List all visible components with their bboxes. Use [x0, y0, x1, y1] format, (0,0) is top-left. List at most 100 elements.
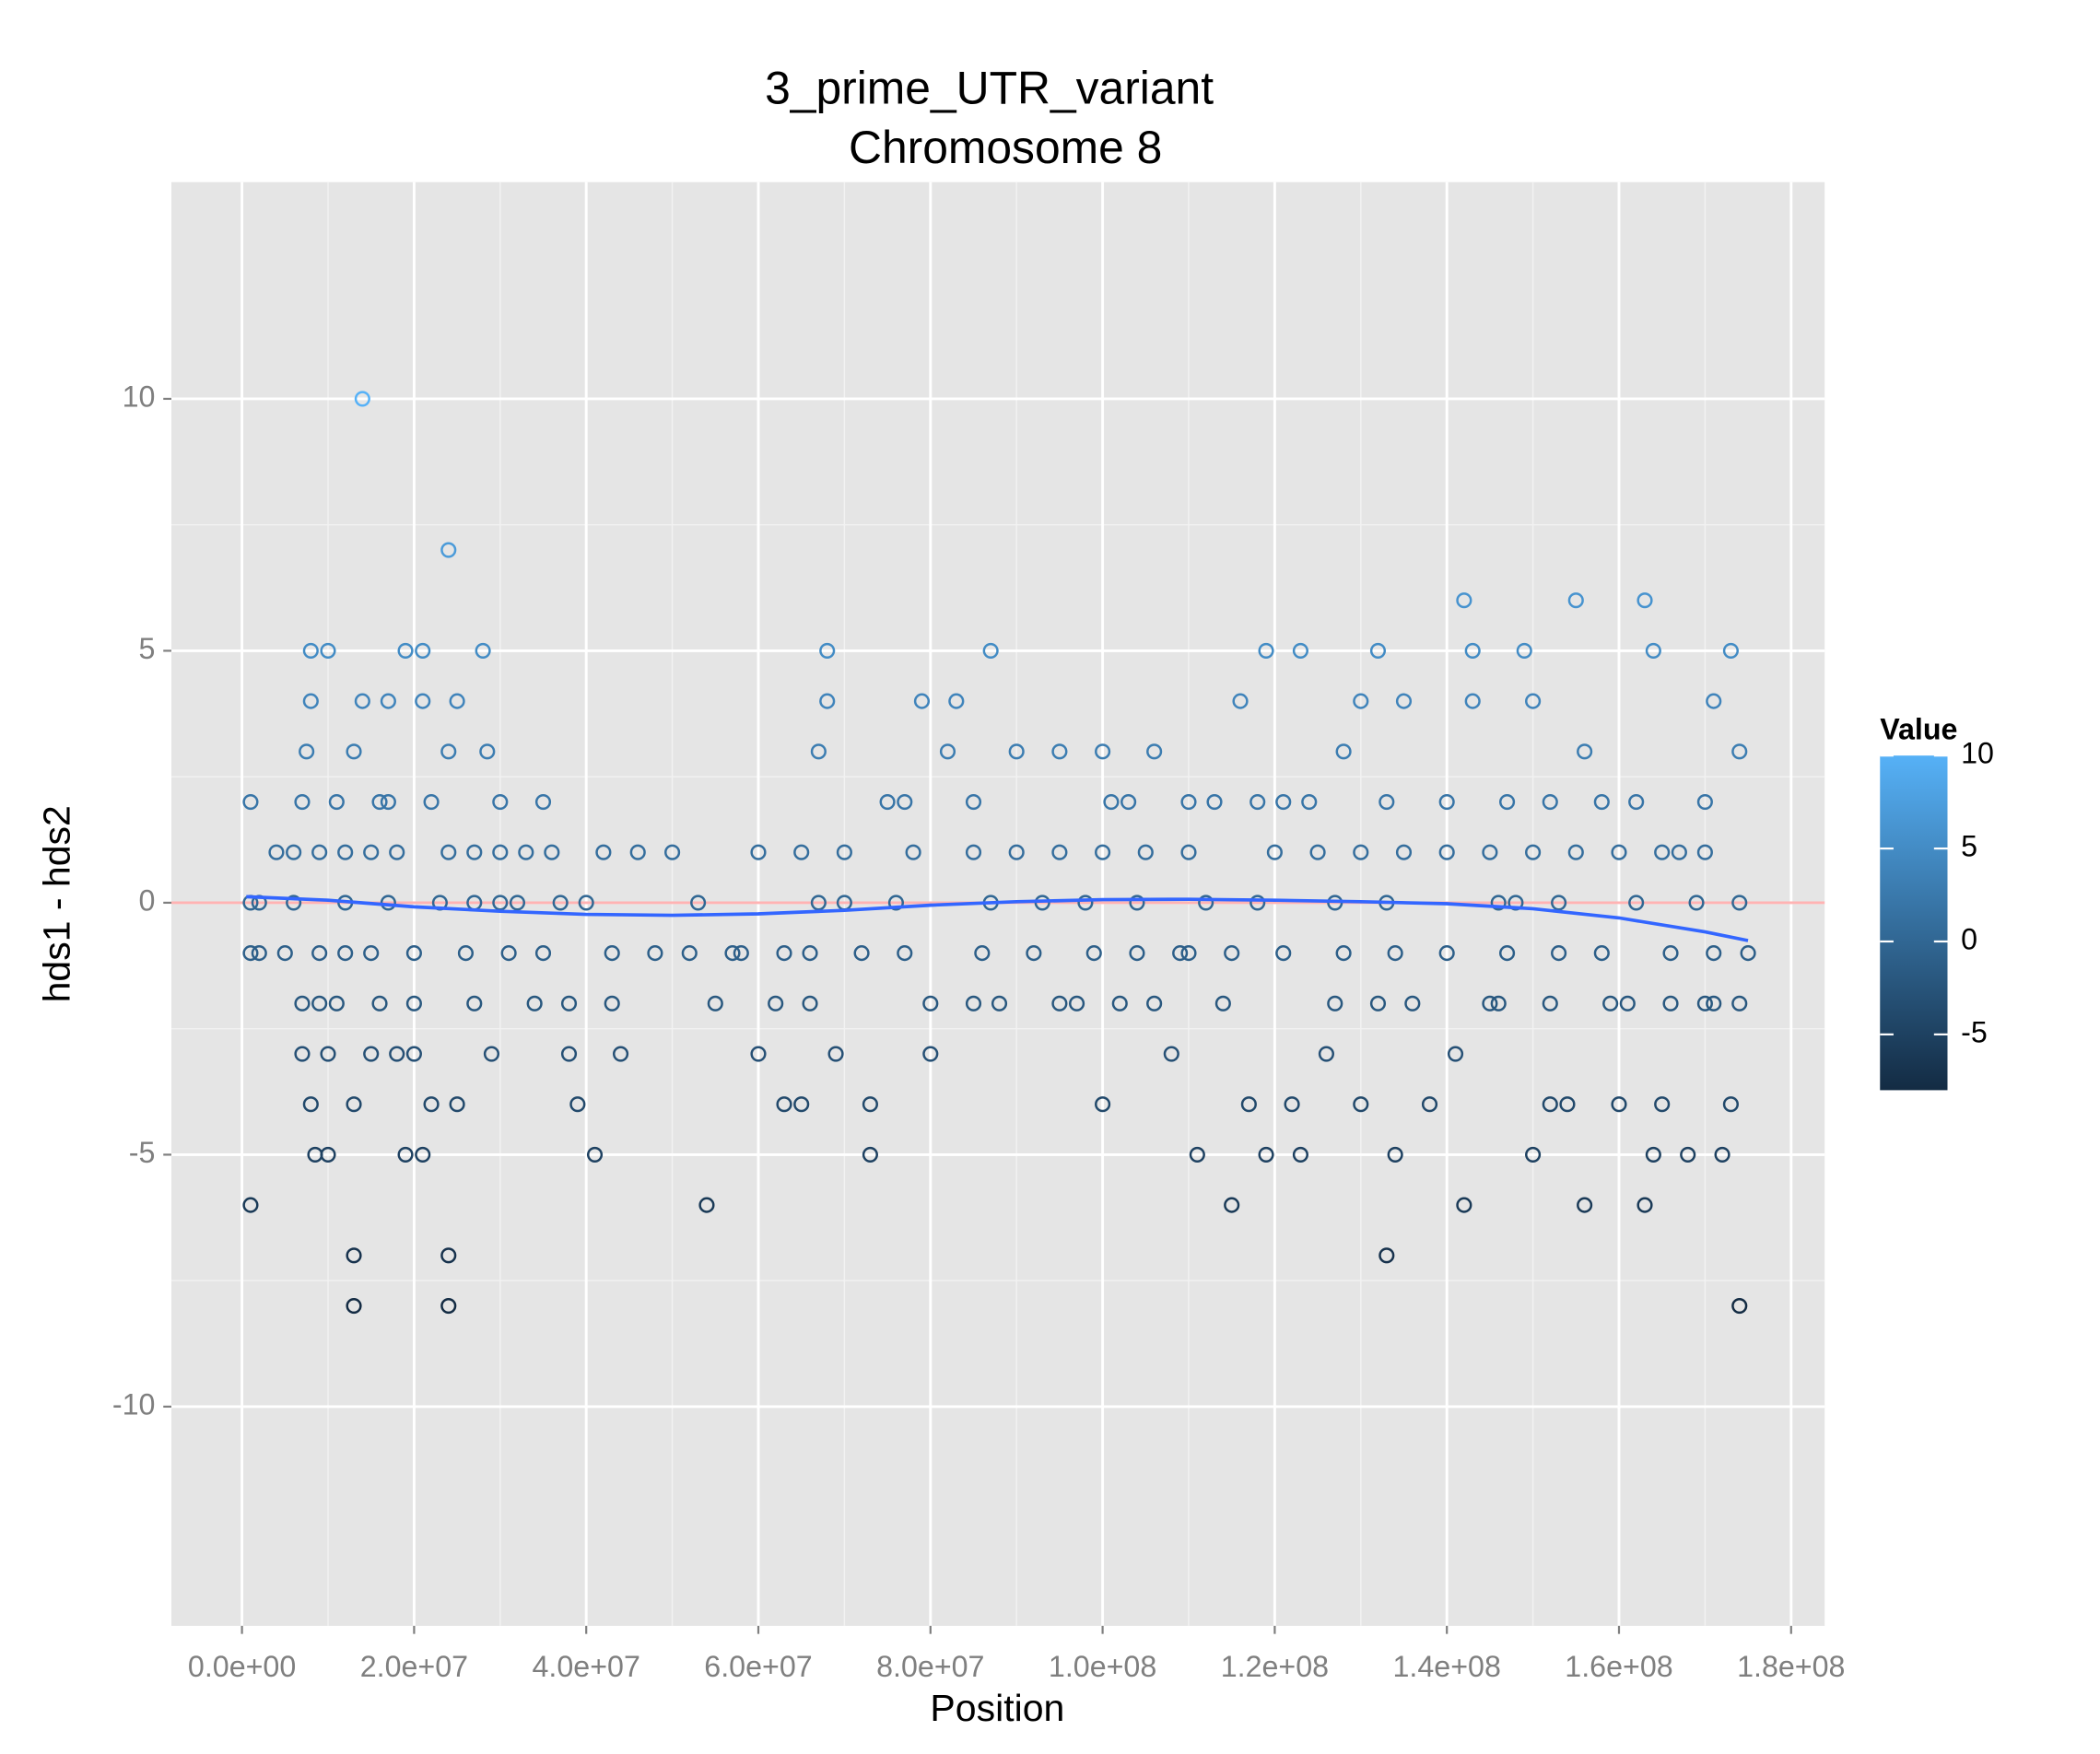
x-tick-label: 1.8e+08 [1737, 1650, 1845, 1683]
point [1602, 995, 1619, 1011]
point [690, 895, 707, 911]
point [1051, 743, 1068, 760]
point [328, 793, 345, 811]
point [1353, 844, 1369, 860]
point [1438, 945, 1455, 962]
point [380, 793, 396, 811]
point [1516, 642, 1532, 659]
point [1525, 844, 1542, 860]
point [1404, 995, 1421, 1011]
chart-subtitle: Chromosome 8 [849, 122, 1162, 173]
point [819, 693, 836, 709]
point [1232, 693, 1249, 709]
point [1103, 793, 1120, 811]
point [552, 895, 569, 911]
point [1249, 895, 1266, 911]
point [1611, 844, 1627, 860]
point [793, 1096, 810, 1113]
point [1567, 592, 1584, 609]
point [1095, 743, 1111, 760]
point [578, 895, 594, 911]
point [346, 1247, 362, 1264]
point [1008, 844, 1025, 860]
point [1731, 743, 1748, 760]
point [466, 844, 483, 860]
point [294, 793, 311, 811]
point [1387, 1146, 1403, 1163]
point [320, 642, 336, 659]
point [311, 945, 328, 962]
point [337, 945, 354, 962]
point [526, 995, 543, 1011]
point [1722, 642, 1739, 659]
point [1740, 945, 1756, 962]
legend-tick-label: 0 [1961, 922, 1977, 955]
point [1198, 895, 1214, 911]
point [1525, 693, 1542, 709]
point [1146, 995, 1163, 1011]
point [415, 1146, 431, 1163]
point [440, 743, 457, 760]
point [948, 693, 965, 709]
point [1369, 642, 1387, 659]
point [534, 793, 552, 811]
point [346, 743, 362, 760]
point [879, 793, 896, 811]
x-tick-label: 1.4e+08 [1393, 1650, 1501, 1683]
point [1619, 995, 1636, 1011]
point [810, 743, 827, 760]
legend-tick-label: 5 [1961, 830, 1977, 863]
point [1628, 793, 1645, 811]
point [897, 945, 913, 962]
point [1593, 793, 1610, 811]
point [965, 793, 982, 811]
point [268, 844, 285, 860]
point [449, 1096, 465, 1113]
point [1008, 743, 1025, 760]
point [1275, 793, 1292, 811]
point [604, 995, 620, 1011]
point [586, 1146, 604, 1163]
point [423, 1096, 440, 1113]
point [1525, 1146, 1542, 1163]
point [1051, 844, 1068, 860]
point [802, 995, 818, 1011]
point [1189, 1146, 1205, 1163]
point [320, 1046, 336, 1062]
point [1085, 945, 1102, 962]
point [1645, 642, 1661, 659]
point [1146, 743, 1163, 760]
point [371, 793, 388, 811]
color-bar [1880, 755, 1948, 1091]
point [560, 995, 578, 1011]
point [475, 642, 491, 659]
point [276, 945, 293, 962]
point [1628, 895, 1645, 911]
point [1137, 844, 1154, 860]
point [862, 1096, 878, 1113]
point [1353, 693, 1369, 709]
point [965, 995, 982, 1011]
point [965, 844, 982, 860]
point [518, 844, 534, 860]
point [1464, 693, 1481, 709]
y-tick-label: -10 [112, 1387, 156, 1421]
legend-tick-label: 10 [1961, 737, 1994, 770]
point [1129, 945, 1145, 962]
point [1438, 844, 1455, 860]
point [354, 391, 370, 407]
y-tick-label: -5 [129, 1136, 156, 1169]
point [457, 945, 475, 962]
point [819, 642, 836, 659]
point [311, 995, 328, 1011]
y-tick-label: 0 [139, 883, 156, 917]
point [1240, 1096, 1257, 1113]
point [363, 1046, 380, 1062]
x-axis-label: Position [930, 1687, 1064, 1729]
point [1224, 945, 1240, 962]
point [810, 895, 827, 911]
point [466, 995, 483, 1011]
point [560, 1046, 578, 1062]
point [1051, 995, 1068, 1011]
point [1120, 793, 1137, 811]
